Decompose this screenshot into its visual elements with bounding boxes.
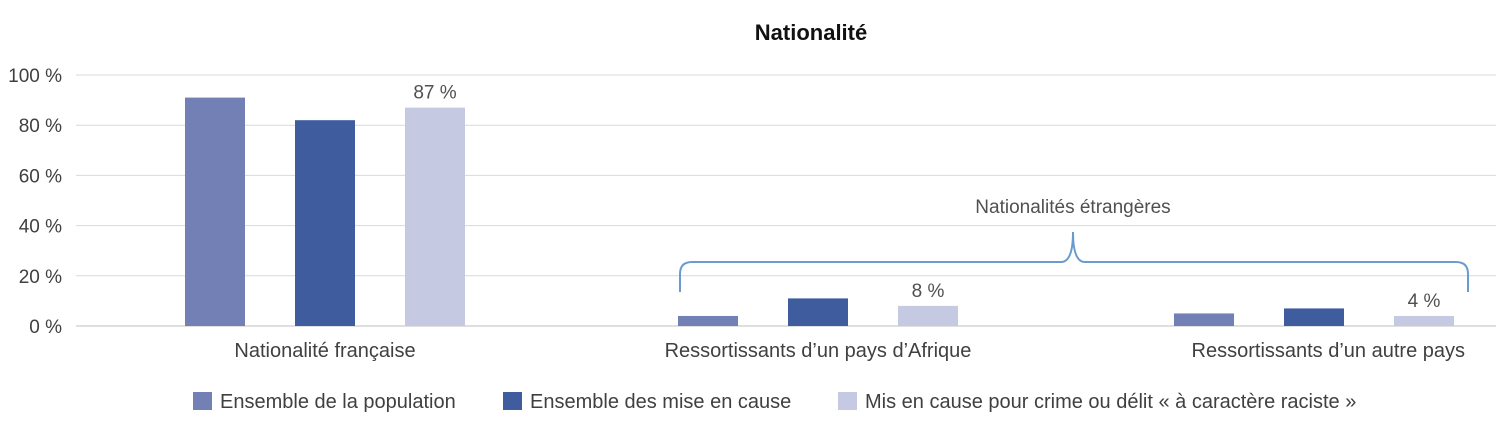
y-axis: 0 % 20 % 40 % 60 % 80 % 100 % (8, 66, 62, 338)
bar (185, 97, 245, 326)
x-tick-label: Nationalité française (234, 340, 415, 362)
legend-swatch (193, 392, 212, 410)
data-label: 8 % (912, 281, 945, 302)
data-labels: 87 % 8 % 4 % (413, 83, 1440, 312)
annotation-bracket: Nationalités étrangères (679, 197, 1469, 292)
bar (1174, 313, 1234, 326)
bar (898, 305, 958, 326)
bar (1284, 308, 1344, 326)
y-tick-label: 20 % (19, 267, 62, 288)
chart-title: Nationalité (755, 20, 867, 45)
bar (678, 315, 738, 326)
legend-item: Ensemble de la population (193, 391, 456, 413)
data-label: 4 % (1408, 291, 1441, 312)
bars (185, 97, 1454, 327)
legend-swatch (503, 392, 522, 410)
y-tick-label: 80 % (19, 116, 62, 137)
legend-label: Ensemble des mise en cause (530, 391, 791, 413)
grid (76, 74, 1496, 327)
legend: Ensemble de la population Ensemble des mi… (193, 391, 1356, 413)
legend-item: Ensemble des mise en cause (503, 391, 791, 413)
legend-item: Mis en cause pour crime ou délit « à car… (838, 391, 1356, 413)
annotation-label: Nationalités étrangères (975, 197, 1170, 218)
legend-label: Mis en cause pour crime ou délit « à car… (865, 391, 1356, 413)
bar (295, 120, 355, 327)
y-tick-label: 40 % (19, 217, 62, 238)
bar (788, 298, 848, 326)
x-tick-label: Ressortissants d’un pays d’Afrique (665, 340, 972, 362)
bar (405, 107, 465, 326)
legend-swatch (838, 392, 857, 410)
x-axis: Nationalité française Ressortissants d’un… (234, 340, 1465, 362)
y-tick-label: 100 % (8, 66, 62, 87)
y-tick-label: 0 % (29, 317, 62, 338)
data-label: 87 % (413, 83, 456, 104)
y-tick-label: 60 % (19, 166, 62, 187)
x-tick-label: Ressortissants d’un autre pays (1192, 340, 1465, 362)
legend-label: Ensemble de la population (220, 391, 456, 413)
brace-shape (679, 231, 1469, 292)
bar (1394, 315, 1454, 326)
